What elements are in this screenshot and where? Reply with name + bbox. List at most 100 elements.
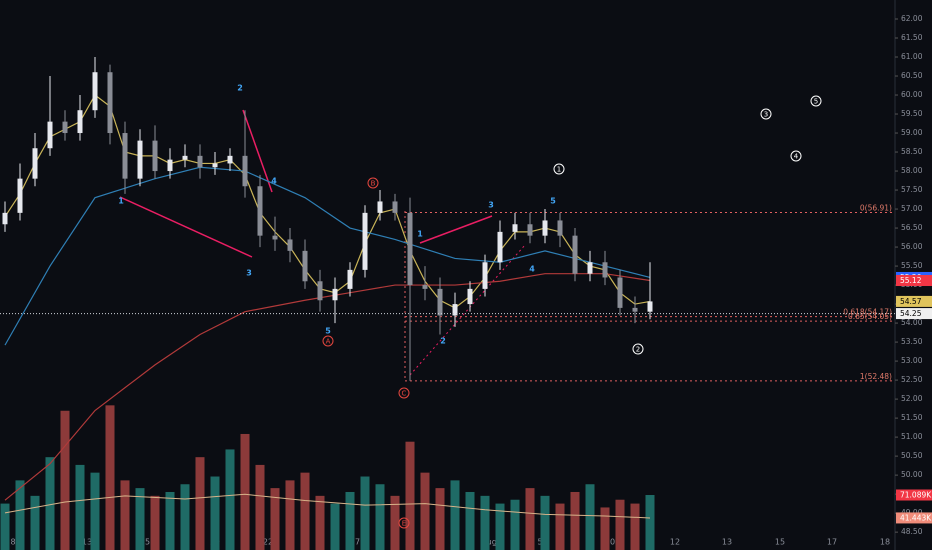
volume-bar (270, 488, 280, 550)
volume-bar (570, 491, 580, 550)
wave-label: 2 (440, 337, 446, 346)
candle-body (332, 288, 338, 301)
volume-bar (255, 464, 265, 550)
volume-bar (120, 480, 130, 550)
candle-body (527, 224, 533, 236)
wave-label: 5 (325, 327, 331, 336)
volume-bar (405, 441, 415, 550)
y-tick-label: 61.50 (901, 33, 923, 42)
price-tag-label: 54.57 (900, 297, 922, 306)
price-tag (896, 295, 932, 307)
x-tick-label: 27 (350, 538, 360, 547)
volume-bar (390, 495, 400, 550)
volume-bar (45, 457, 55, 550)
candle-body (242, 155, 248, 187)
circled-marker (553, 163, 565, 175)
candle-body (422, 285, 428, 289)
candle-body (167, 159, 173, 172)
candle-body (362, 212, 368, 270)
candle-body (77, 110, 83, 134)
volume-bar (225, 449, 235, 550)
volume-bar (300, 472, 310, 550)
volume-ma-line (4, 493, 651, 519)
y-tick-label: 54.00 (901, 318, 923, 327)
x-tick-label: 13 (82, 538, 92, 547)
price-tag (896, 308, 932, 320)
wave-line (119, 196, 253, 258)
candle-body (212, 163, 218, 168)
y-tick-label: 60.50 (901, 71, 923, 80)
circled-marker (790, 150, 802, 162)
candle-body (482, 262, 488, 289)
y-tick-label: 56.00 (901, 242, 923, 251)
candle-body (137, 140, 143, 179)
price-tag (896, 512, 932, 524)
y-tick-label: 53.50 (901, 337, 923, 346)
moving-average (4, 273, 651, 501)
x-tick-label: 8 (10, 538, 15, 547)
y-tick-label: 56.50 (901, 223, 923, 232)
volume-bar (495, 503, 505, 550)
candle-body (107, 72, 113, 134)
y-tick-label: 60.00 (901, 90, 923, 99)
circled-marker (632, 343, 644, 355)
x-tick-label: 5 (537, 538, 542, 547)
candle-body (392, 201, 398, 213)
circled-marker (398, 387, 410, 399)
circled-label: 4 (794, 153, 799, 161)
wave-label: 4 (271, 177, 277, 186)
candle-body (2, 212, 8, 225)
volume-bar (105, 405, 115, 550)
candle-body (17, 178, 23, 213)
volume-bar (450, 480, 460, 550)
candle-body (32, 148, 38, 179)
volume-bar (375, 484, 385, 550)
candle-body (227, 155, 233, 164)
candle-body (467, 288, 473, 305)
y-tick-label: 61.00 (901, 52, 923, 61)
volume-bar (75, 464, 85, 550)
candle-body (452, 304, 458, 316)
circled-label: 3 (764, 111, 768, 119)
candle-body (347, 269, 353, 289)
y-tick-label: 55.50 (901, 261, 923, 270)
x-tick-label: 15 (775, 538, 785, 547)
wave-label: 1 (417, 230, 423, 239)
wave-line (419, 215, 493, 244)
candle-body (602, 262, 608, 278)
candle-body (617, 277, 623, 308)
x-tick-label: 22 (263, 538, 273, 547)
price-tag (896, 489, 932, 501)
volume-bar (90, 472, 100, 550)
x-tick-label: 18 (880, 538, 890, 547)
volume-bar (435, 488, 445, 550)
circled-marker (398, 517, 410, 529)
y-tick-label: 52.50 (901, 375, 923, 384)
drawings (119, 109, 526, 380)
circled-label: 1 (557, 166, 561, 174)
volume-bar (0, 503, 10, 550)
circled-marker (760, 108, 772, 120)
circled-label: 2 (636, 346, 640, 354)
volume-bar (480, 495, 490, 550)
y-tick-label: 58.50 (901, 147, 923, 156)
volume-bar (630, 503, 640, 550)
wave-label: 2 (237, 84, 243, 93)
y-tick-label: 50.50 (901, 451, 923, 460)
y-tick-label: 52.00 (901, 394, 923, 403)
y-tick-label: 58.00 (901, 166, 923, 175)
circled-label: 5 (814, 98, 818, 106)
y-tick-label: 57.00 (901, 204, 923, 213)
x-tick-label: 12 (670, 538, 680, 547)
candle-body (647, 301, 653, 312)
volume-bar (525, 488, 535, 550)
candle-body (272, 235, 278, 240)
volume-bar (195, 457, 205, 550)
volume-bar (210, 476, 220, 550)
candle-body (47, 121, 53, 149)
volume-bar (240, 433, 250, 550)
fib-label: 0(56.91) (860, 203, 892, 212)
circled-marker (322, 335, 334, 347)
x-tick-label: 13 (722, 538, 732, 547)
